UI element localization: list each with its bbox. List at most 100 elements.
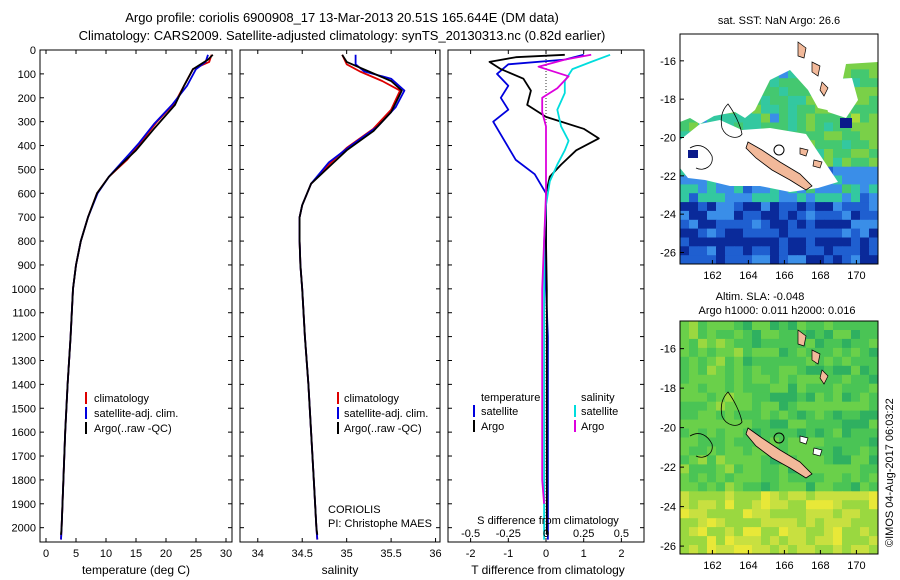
heatmap-cell: [716, 536, 726, 546]
heatmap-cell: [806, 321, 816, 331]
heatmap-cell: [806, 131, 816, 141]
heatmap-cell: [869, 527, 878, 537]
heatmap-cell: [833, 455, 843, 465]
heatmap-cell: [869, 140, 878, 150]
heatmap-cell: [833, 131, 843, 141]
salinity-legend: climatology satellite-adj. clim. Argo(..…: [337, 392, 428, 435]
sst-map-y-ticks: -16 -18 -20 -22 -24 -26: [660, 56, 684, 260]
heatmap-cell: [833, 255, 843, 264]
heatmap-cell: [734, 464, 744, 474]
heatmap-cell: [680, 455, 690, 465]
legend-label-t-satellite: satellite: [481, 406, 518, 418]
heatmap-cell: [851, 255, 861, 264]
heatmap-cell: [734, 401, 744, 412]
legend-label-climatology: climatology: [344, 393, 400, 405]
heatmap-cell: [707, 500, 717, 510]
heatmap-cell: [743, 202, 753, 212]
heatmap-cell: [788, 69, 798, 79]
heatmap-cell: [707, 392, 717, 403]
legend-label-argo: Argo(..raw -QC): [94, 423, 172, 435]
heatmap-cell: [851, 338, 861, 349]
heatmap-cell: [788, 518, 798, 528]
y-tick-label: 1100: [12, 308, 36, 320]
heatmap-cell: [851, 78, 861, 88]
heatmap-cell: [860, 347, 870, 358]
heatmap-cell: [770, 455, 780, 465]
heatmap-cell: [851, 69, 861, 79]
heatmap-cell: [698, 374, 708, 385]
heatmap-cell: [806, 437, 816, 447]
heatmap-cell: [752, 255, 762, 264]
heatmap-cell: [761, 482, 771, 492]
heatmap-cell: [689, 419, 699, 430]
series-line-climatology: [298, 54, 401, 540]
heatmap-cell: [743, 228, 753, 238]
vanuatu-island-1: [797, 41, 807, 59]
heatmap-cell: [761, 255, 771, 264]
heatmap-cell: [752, 374, 762, 385]
heatmap-cell: [824, 365, 834, 376]
series-line-argo: [537, 53, 592, 504]
heatmap-cell: [860, 87, 870, 97]
heatmap-cell: [788, 338, 798, 349]
heatmap-cell: [815, 365, 825, 376]
heatmap-cell: [797, 446, 807, 456]
heatmap-cell: [860, 401, 870, 412]
heatmap-cell: [833, 374, 843, 385]
heatmap-cell: [689, 383, 699, 394]
heatmap-cell: [752, 202, 762, 212]
heatmap-cell: [815, 437, 825, 447]
heatmap-cell: [725, 193, 735, 203]
heatmap-cell: [761, 356, 771, 367]
heatmap-cell: [815, 464, 825, 474]
heatmap-cell: [788, 383, 798, 394]
heatmap-cell: [815, 482, 825, 492]
heatmap-cell: [842, 500, 852, 510]
heatmap-cell: [743, 219, 753, 230]
heatmap-cell: [815, 140, 825, 150]
heatmap-cell: [833, 122, 843, 132]
heatmap-cell: [797, 321, 807, 331]
heatmap-cell: [770, 193, 780, 203]
reef-outline: [720, 391, 743, 426]
heatmap-cell: [842, 255, 852, 264]
heatmap-cell: [860, 392, 870, 403]
heatmap-cell: [725, 330, 735, 340]
heatmap-cell: [788, 104, 798, 115]
heatmap-cell: [716, 210, 726, 221]
argo-position-marker: [773, 144, 785, 156]
loyalty-island-2: [812, 159, 823, 169]
salinity-series: [298, 54, 406, 540]
heatmap-cell: [734, 338, 744, 349]
heatmap-cell: [707, 482, 717, 492]
heatmap-cell: [716, 184, 726, 194]
s-x-tick-label: 0.5: [614, 528, 629, 540]
temperature-legend: climatology satellite-adj. clim. Argo(..…: [85, 392, 178, 435]
heatmap-cell: [797, 113, 807, 123]
heatmap-cell: [806, 482, 816, 492]
heatmap-cell: [788, 401, 798, 412]
heatmap-cell: [752, 122, 762, 132]
heatmap-cell: [779, 255, 789, 264]
heatmap-cell: [707, 545, 717, 554]
heatmap-cell: [707, 437, 717, 447]
heatmap-cell: [851, 491, 861, 501]
heatmap-cell: [779, 228, 789, 238]
heatmap-cell: [824, 338, 834, 349]
heatmap-cell: [842, 347, 852, 358]
heatmap-cell: [716, 491, 726, 501]
heatmap-cell: [689, 356, 699, 367]
map-y-tick-label: -24: [660, 209, 676, 221]
heatmap-cell: [743, 509, 753, 519]
heatmap-cell: [833, 219, 843, 230]
heatmap-cell: [689, 246, 699, 256]
heatmap-cell: [833, 157, 843, 168]
heatmap-cell: [860, 419, 870, 430]
heatmap-cell: [806, 455, 816, 465]
heatmap-cell: [716, 202, 726, 212]
heatmap-cell: [860, 446, 870, 456]
heatmap-cell: [734, 455, 744, 465]
heatmap-cell: [770, 104, 780, 115]
heatmap-cell: [779, 78, 789, 88]
